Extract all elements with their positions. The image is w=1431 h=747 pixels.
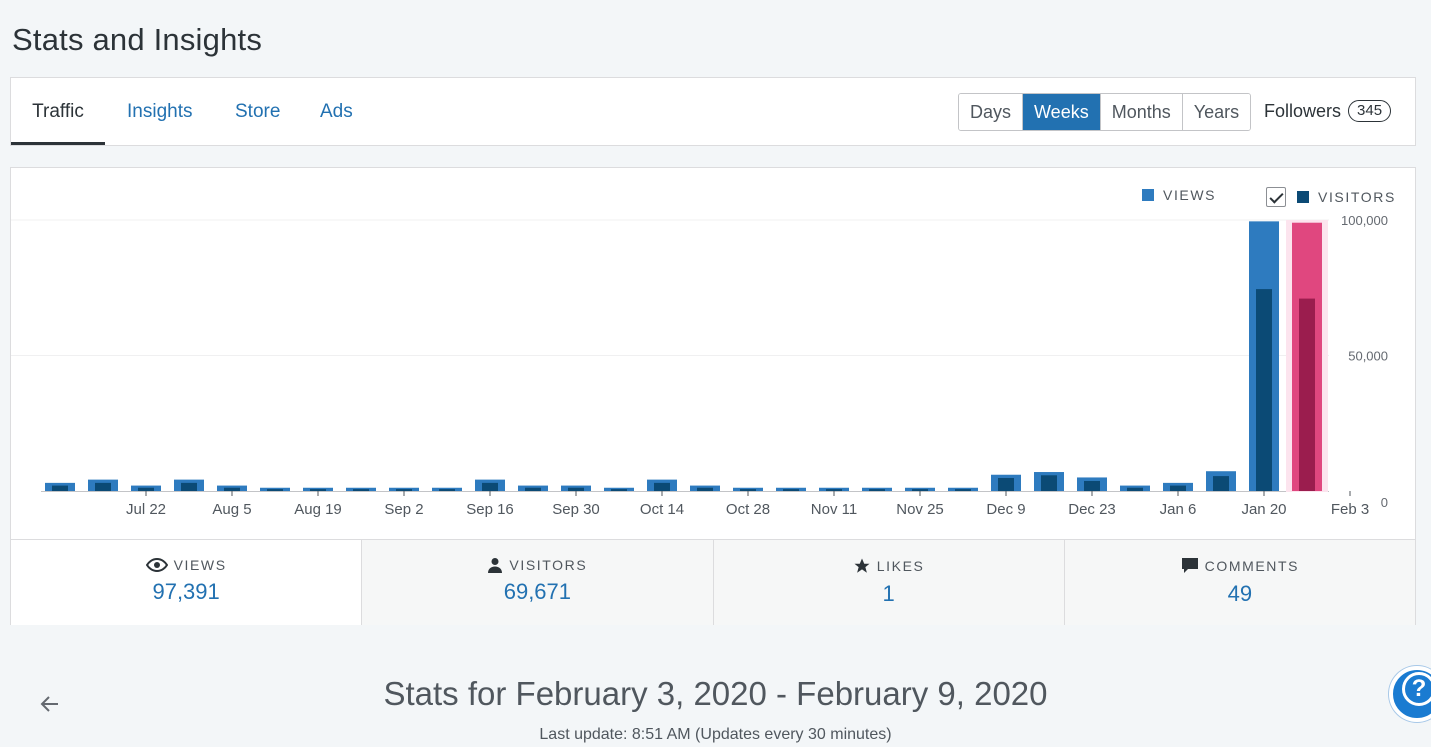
- x-tick-label: Sep 2: [384, 501, 423, 518]
- legend-visitors: VISITORS: [1266, 187, 1396, 207]
- period-weeks-button[interactable]: Weeks: [1023, 94, 1101, 130]
- visitors-bar[interactable]: [783, 489, 799, 491]
- x-tick-label: Oct 28: [726, 501, 770, 518]
- period-heading: Stats for February 3, 2020 - February 9,…: [383, 675, 1048, 712]
- visitors-bar[interactable]: [826, 489, 842, 491]
- visitors-bar[interactable]: [955, 489, 971, 491]
- views-swatch: [1142, 189, 1154, 201]
- back-arrow-icon[interactable]: [38, 692, 62, 716]
- help-button[interactable]: ?: [1389, 666, 1431, 722]
- visitors-bar[interactable]: [1256, 289, 1272, 491]
- summary-views[interactable]: VIEWS 97,391: [11, 540, 363, 625]
- visitors-bar[interactable]: [439, 489, 455, 491]
- visitors-bar[interactable]: [1084, 480, 1100, 491]
- question-icon: ?: [1402, 672, 1431, 706]
- visitors-bar[interactable]: [181, 482, 197, 491]
- followers-count-badge: 345: [1348, 100, 1392, 122]
- traffic-chart-card: VIEWS VISITORS Jul 22 Aug 5 Aug 19 Sep 2 Sep…: [10, 167, 1416, 625]
- visitors-stat-label: VISITORS: [509, 557, 588, 573]
- comments-stat-label: COMMENTS: [1204, 558, 1300, 574]
- visitors-swatch: [1297, 191, 1309, 203]
- visitors-bar[interactable]: [267, 489, 283, 491]
- visitors-bar[interactable]: [740, 489, 756, 491]
- visitors-bar[interactable]: [353, 489, 369, 491]
- visitors-bar[interactable]: [525, 487, 541, 491]
- visitors-bar[interactable]: [1041, 475, 1057, 491]
- visitors-bar[interactable]: [869, 489, 885, 491]
- y-tick-label: 0: [1381, 495, 1388, 510]
- legend-visitors-label: VISITORS: [1318, 189, 1396, 205]
- visitors-bar[interactable]: [482, 482, 498, 491]
- x-tick-label: Nov 11: [811, 501, 857, 518]
- y-tick-label: 100,000: [1341, 213, 1388, 228]
- x-tick-label: Dec 9: [986, 501, 1025, 518]
- period-months-button[interactable]: Months: [1100, 94, 1183, 130]
- visitors-bar[interactable]: [611, 489, 627, 491]
- legend-views: VIEWS: [1142, 187, 1216, 203]
- visitors-bar[interactable]: [52, 485, 68, 491]
- bar-chart: Jul 22 Aug 5 Aug 19 Sep 2 Sep 16 Sep 30 Oct 14…: [11, 213, 1388, 518]
- tab-ads[interactable]: Ads: [320, 101, 353, 122]
- x-tick-label: Sep 30: [552, 501, 600, 518]
- comments-stat-value: 49: [1227, 581, 1253, 606]
- visitors-bar[interactable]: [1170, 485, 1186, 491]
- visitors-stat-value: 69,671: [503, 579, 572, 604]
- visitors-bar[interactable]: [697, 487, 713, 491]
- x-tick-label: Oct 14: [640, 501, 684, 518]
- x-tick-label: Feb 3: [1331, 501, 1369, 518]
- summary-likes[interactable]: LIKES 1: [713, 540, 1065, 625]
- x-tick-label: Jan 6: [1160, 501, 1197, 518]
- page-title: Stats and Insights: [12, 22, 263, 57]
- views-stat-value: 97,391: [152, 579, 220, 604]
- visitors-bar[interactable]: [912, 489, 928, 491]
- visitors-bar[interactable]: [1213, 476, 1229, 491]
- legend-views-label: VIEWS: [1163, 187, 1217, 203]
- x-tick-label: Aug 5: [212, 501, 251, 518]
- x-tick-label: Sep 16: [466, 501, 514, 518]
- comment-icon: [1181, 558, 1198, 573]
- views-stat-label: VIEWS: [173, 557, 227, 573]
- period-days-button[interactable]: Days: [959, 94, 1024, 130]
- visitors-bar[interactable]: [138, 487, 154, 491]
- visitors-bar[interactable]: [95, 482, 111, 491]
- tab-traffic[interactable]: Traffic: [11, 78, 105, 145]
- x-tick-label: Jul 22: [126, 501, 166, 518]
- followers-link[interactable]: Followers 345: [1264, 100, 1392, 122]
- last-update-text: Last update: 8:51 AM (Updates every 30 m…: [539, 726, 892, 743]
- x-tick-label: Aug 19: [294, 501, 342, 518]
- visitors-bar[interactable]: [224, 487, 240, 491]
- visitors-bar[interactable]: [310, 489, 326, 491]
- summary-tabs: VIEWS 97,391 VISITORS 69,671 LIKES 1 COM…: [11, 539, 1415, 625]
- visitors-bar[interactable]: [998, 477, 1014, 491]
- visitors-bar[interactable]: [396, 489, 412, 491]
- visitors-bar[interactable]: [654, 482, 670, 491]
- summary-visitors[interactable]: VISITORS 69,671: [362, 540, 714, 625]
- likes-stat-value: 1: [882, 581, 895, 606]
- tab-store[interactable]: Store: [235, 101, 281, 122]
- period-years-button[interactable]: Years: [1182, 94, 1251, 130]
- visitors-bar[interactable]: [1127, 487, 1143, 491]
- stats-navigation: Traffic Insights Store Ads Days Weeks Mo…: [10, 77, 1416, 146]
- followers-label: Followers: [1264, 100, 1342, 121]
- star-icon: [854, 558, 870, 573]
- x-tick-label: Jan 20: [1241, 501, 1286, 518]
- y-tick-label: 50,000: [1348, 349, 1388, 364]
- period-selector: Days Weeks Months Years: [958, 93, 1252, 131]
- person-icon: [488, 558, 503, 573]
- x-tick-label: Dec 23: [1068, 501, 1116, 518]
- eye-icon: [145, 558, 168, 572]
- summary-comments[interactable]: COMMENTS 49: [1064, 540, 1415, 625]
- visitors-bar[interactable]: [1299, 298, 1315, 491]
- x-tick-label: Nov 25: [896, 501, 944, 518]
- tab-insights[interactable]: Insights: [127, 101, 193, 122]
- visitors-bar[interactable]: [568, 487, 584, 491]
- likes-stat-label: LIKES: [876, 558, 925, 574]
- visitors-checkbox[interactable]: [1266, 187, 1286, 207]
